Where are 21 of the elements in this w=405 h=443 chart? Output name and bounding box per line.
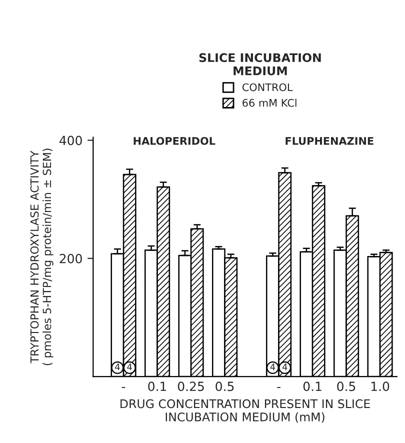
x-tick-label: -	[277, 386, 280, 388]
x-tick-label: -	[122, 386, 126, 388]
legend-label: 66 mM KCl	[242, 98, 296, 107]
x-axis-title: DRUG CONCENTRATION PRESENT IN SLICE INCUBATION MEDIUM (mM)	[120, 399, 370, 423]
legend-label: CONTROL	[242, 83, 293, 92]
y-tick-label: 200	[60, 254, 82, 264]
x-tick-label: 0.1	[303, 382, 322, 392]
legend-title: SLICE INCUBATION MEDIUM	[199, 53, 321, 76]
x-tick-label: 0.5	[216, 382, 234, 392]
x-tick-label: 0.25	[178, 382, 204, 392]
annotation: FLUPHENAZINE	[286, 137, 374, 145]
x-tick-label: 0.1	[148, 382, 166, 392]
annotation: 4	[115, 364, 120, 370]
x-tick-label: 1.0	[371, 382, 390, 392]
annotation: 4	[282, 364, 288, 370]
y-tick-label: 400	[59, 136, 82, 146]
annotation: 4	[127, 364, 132, 370]
annotation: 4	[270, 364, 276, 370]
annotation: HALOPERIDOL	[134, 137, 216, 145]
y-axis-title: TRYPTOPHAN HYDROXYLASE ACTIVITY ( pmoles 5-HTP/mg protein/min ± SEM)	[30, 148, 54, 366]
x-tick-label: 0.5	[337, 382, 356, 392]
